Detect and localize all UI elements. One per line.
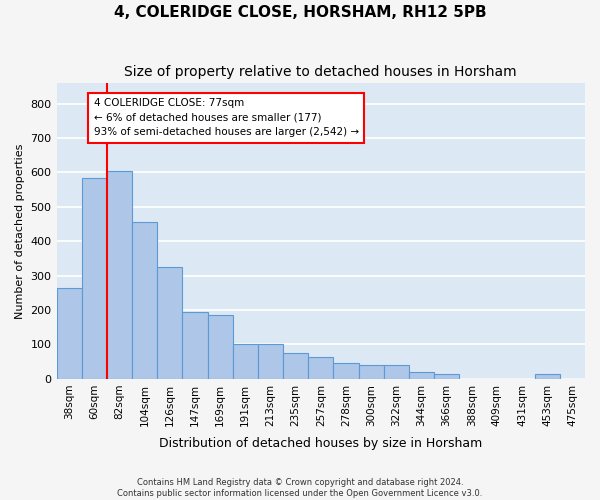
Bar [334,364,359,379]
Text: Contains HM Land Registry data © Crown copyright and database right 2024.
Contai: Contains HM Land Registry data © Crown c… [118,478,482,498]
Bar [56,288,82,379]
Bar [107,170,132,379]
Bar [359,365,383,379]
Bar [535,374,560,379]
Bar [383,365,409,379]
Bar [132,222,157,379]
Bar [157,267,182,379]
Bar [82,178,107,379]
Bar [308,356,334,379]
Bar [258,344,283,379]
Text: 4 COLERIDGE CLOSE: 77sqm
← 6% of detached houses are smaller (177)
93% of semi-d: 4 COLERIDGE CLOSE: 77sqm ← 6% of detache… [94,98,359,138]
Bar [434,374,459,379]
Text: 4, COLERIDGE CLOSE, HORSHAM, RH12 5PB: 4, COLERIDGE CLOSE, HORSHAM, RH12 5PB [113,5,487,20]
Bar [409,372,434,379]
Title: Size of property relative to detached houses in Horsham: Size of property relative to detached ho… [124,65,517,79]
Bar [233,344,258,379]
Bar [208,315,233,379]
Bar [283,353,308,379]
X-axis label: Distribution of detached houses by size in Horsham: Distribution of detached houses by size … [159,437,482,450]
Y-axis label: Number of detached properties: Number of detached properties [15,143,25,318]
Bar [182,312,208,379]
